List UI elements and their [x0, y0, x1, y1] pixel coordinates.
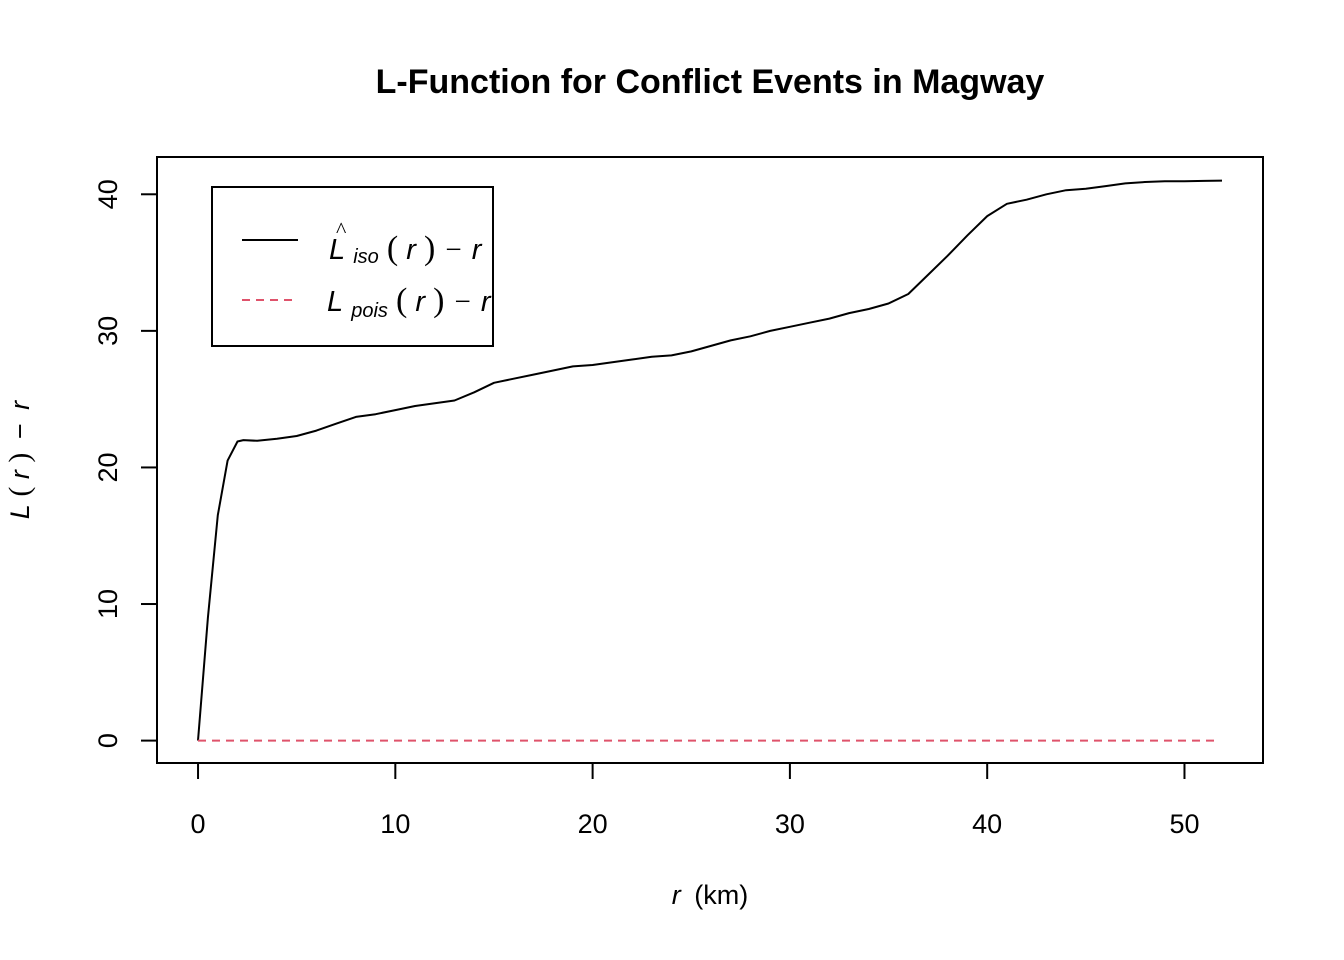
legend-iso-hat: ^ [336, 217, 347, 242]
legend-pois-sub: pois [350, 300, 388, 322]
y-axis-label: L ( r ) − r [3, 400, 36, 519]
y-tick-label: 30 [93, 316, 123, 346]
legend-iso-minus: − [445, 234, 461, 266]
legend: L iso ( r ) − r ^ L pois ( r ) − r [211, 186, 494, 347]
y-tick-label: 20 [93, 452, 123, 482]
legend-iso-var: r [472, 234, 483, 266]
series-line-iso [197, 179, 1223, 741]
y-axis-var: r [5, 400, 35, 410]
x-axis-label: r (km) [672, 880, 749, 910]
chart-title: L-Function for Conflict Events in Magway [376, 63, 1045, 101]
y-axis-minus: − [5, 423, 35, 439]
legend-pois-close: ) [433, 282, 444, 319]
y-axis-func: L [5, 504, 35, 519]
legend-iso-main: L [329, 234, 345, 266]
legend-iso-sub: iso [353, 246, 379, 268]
x-tick-label: 30 [775, 809, 805, 839]
y-axis: 0 10 20 30 40 [93, 179, 157, 748]
plot-lines [197, 179, 1223, 742]
legend-pois-main: L [327, 286, 343, 318]
x-axis: 0 10 20 30 40 50 [191, 762, 1200, 839]
x-axis-var: r [672, 880, 682, 910]
x-tick-label: 10 [380, 809, 410, 839]
y-tick-label: 0 [93, 733, 123, 748]
legend-entry-iso: L iso ( r ) − r [329, 230, 483, 270]
y-axis-open-paren: ( [3, 487, 36, 497]
x-tick-label: 40 [972, 809, 1002, 839]
legend-box [211, 186, 494, 347]
y-axis-arg: r [5, 469, 35, 479]
legend-iso-open: ( [387, 230, 398, 267]
legend-pois-var: r [481, 286, 492, 318]
x-axis-unit: (km) [694, 880, 748, 910]
legend-pois-arg: r [415, 286, 426, 318]
y-tick-label: 40 [93, 179, 123, 209]
y-axis-close-paren: ) [3, 453, 36, 463]
legend-iso-arg: r [406, 234, 417, 266]
legend-pois-minus: − [454, 286, 470, 318]
legend-iso-close: ) [424, 230, 435, 267]
x-tick-label: 20 [578, 809, 608, 839]
legend-entry-pois: L pois ( r ) − r [327, 282, 492, 324]
x-tick-label: 50 [1169, 809, 1199, 839]
y-tick-label: 10 [93, 589, 123, 619]
x-tick-label: 0 [191, 809, 206, 839]
legend-pois-open: ( [396, 282, 407, 319]
